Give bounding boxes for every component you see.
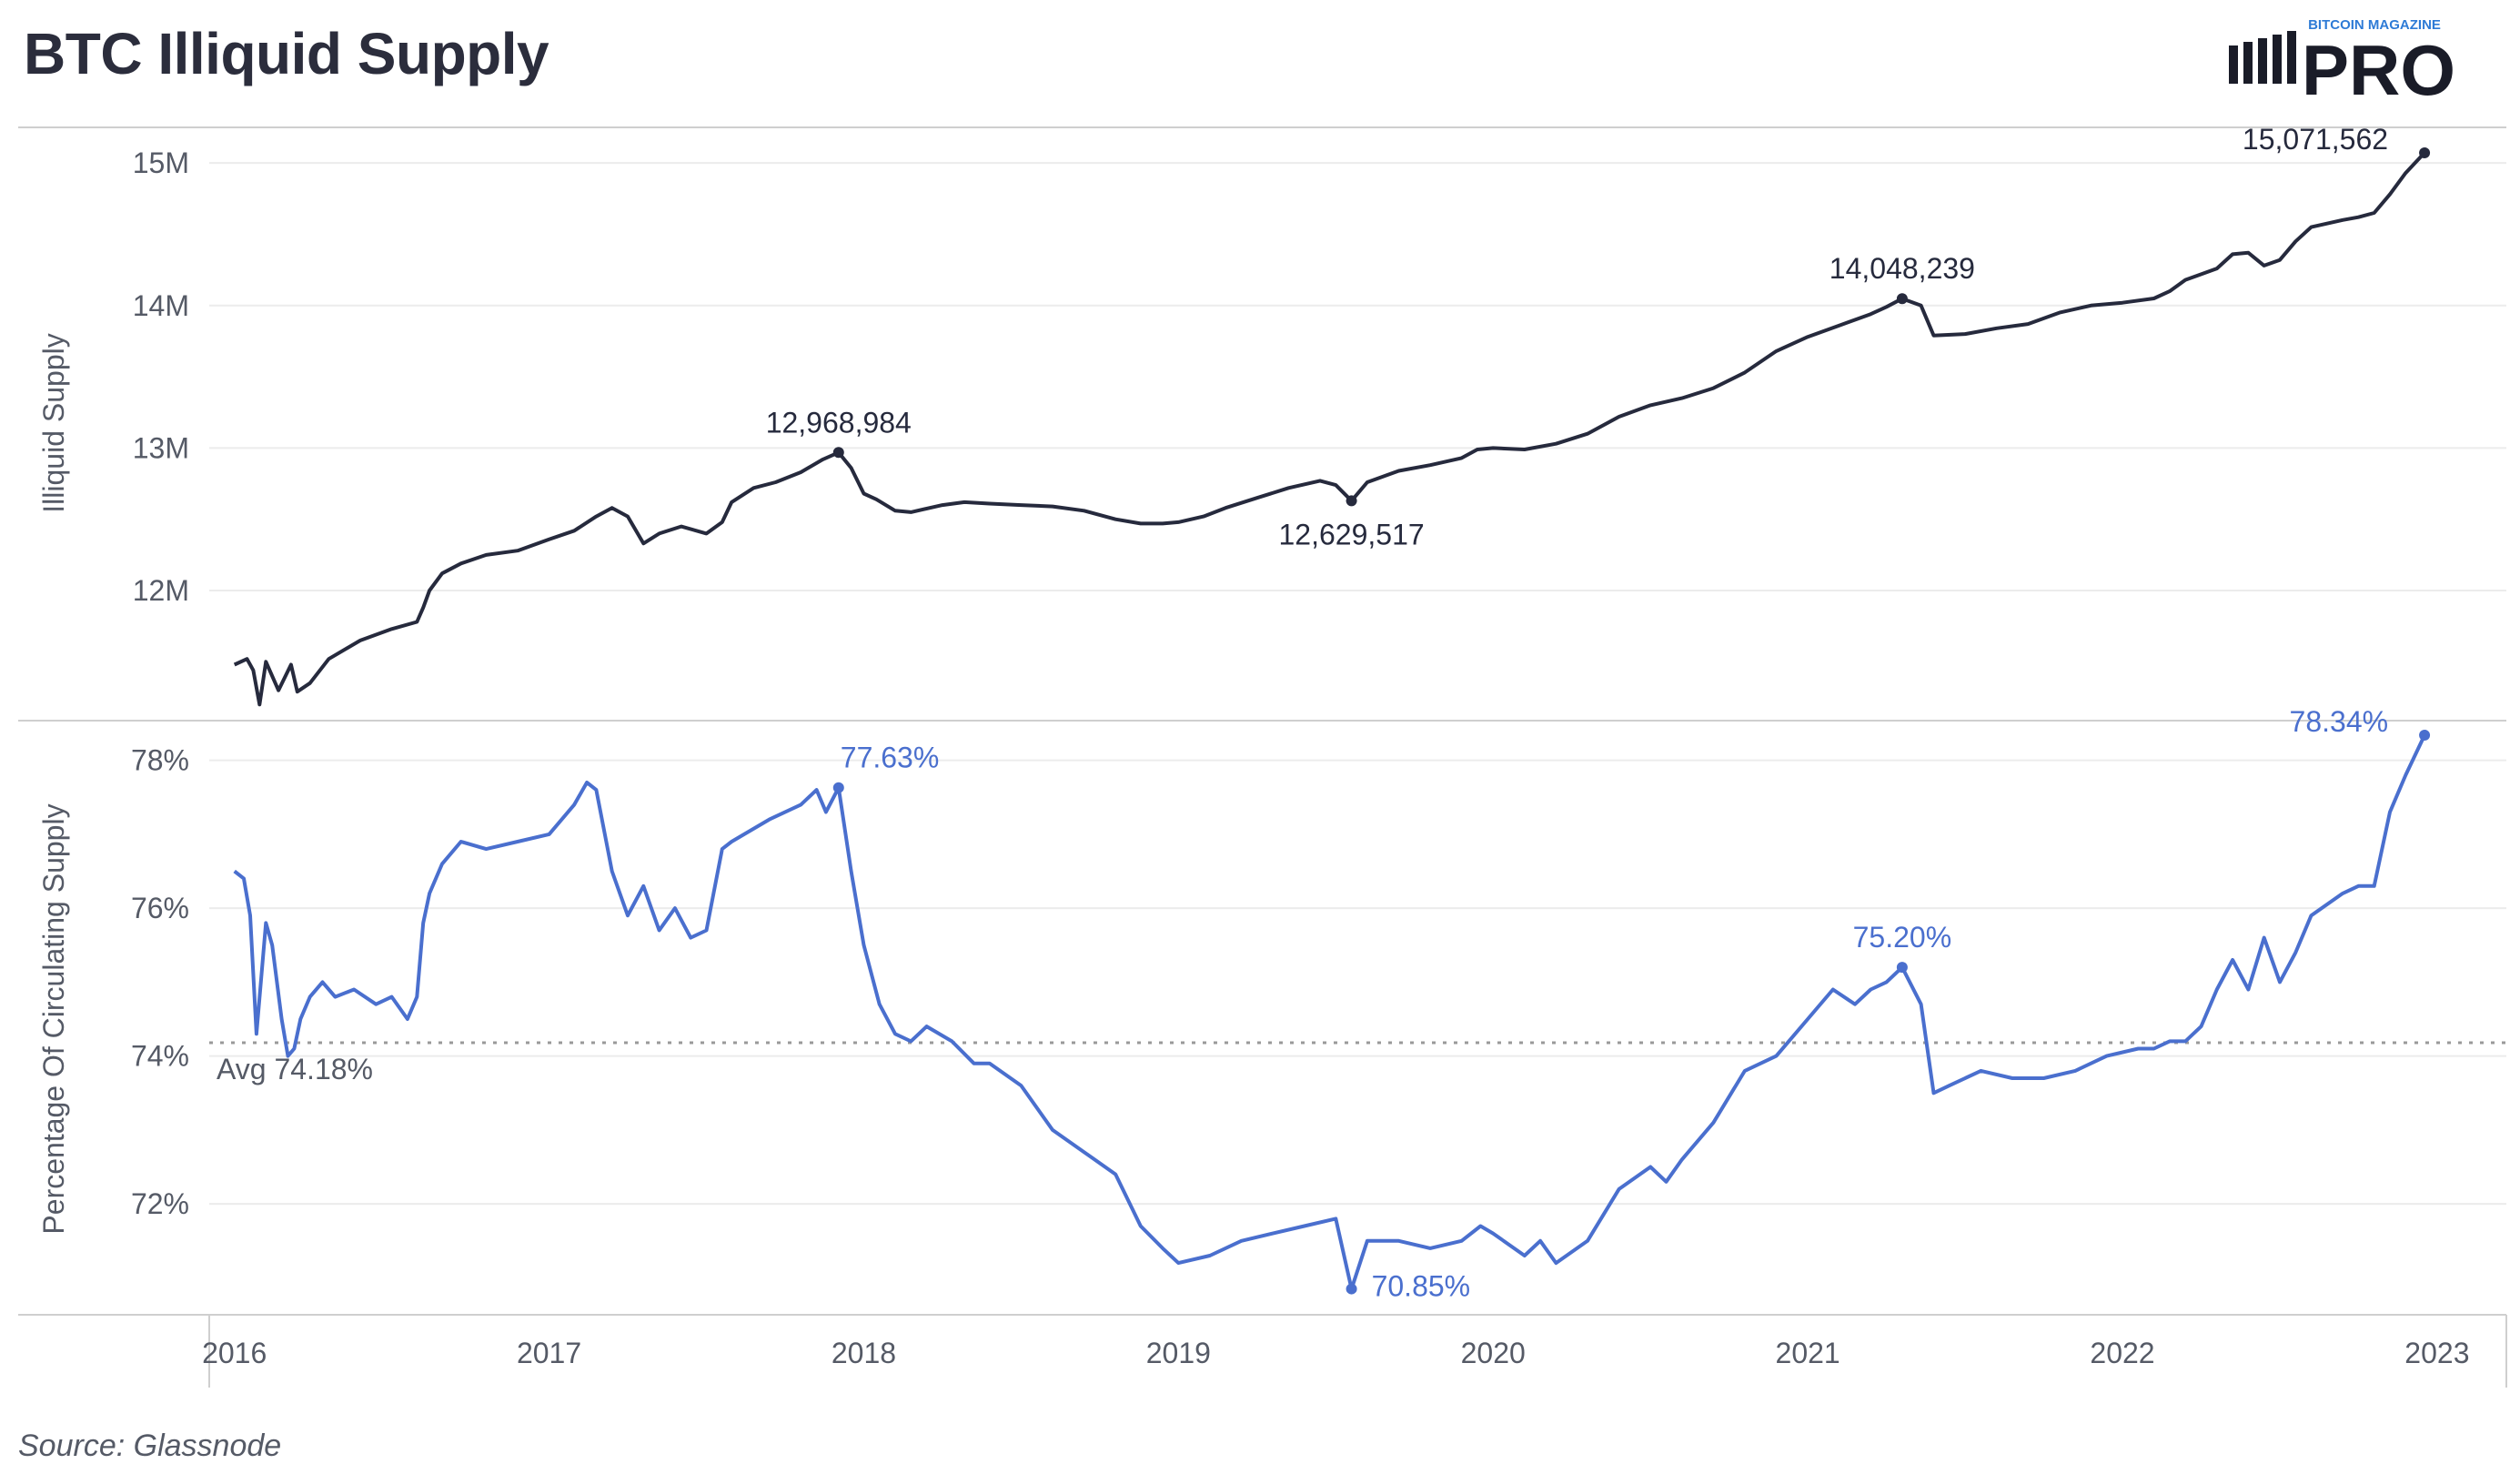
- y-tick-label: 72%: [131, 1187, 189, 1220]
- annotation-dot: [1346, 1283, 1357, 1295]
- pct-circulating-line: [233, 734, 2426, 1291]
- annotation-label: 14,048,239: [1830, 252, 1975, 285]
- annotation-label: 12,968,984: [766, 406, 912, 439]
- y-tick-label: 13M: [133, 431, 189, 464]
- y-axis-label: Illiquid Supply: [37, 333, 70, 512]
- y-tick-label: 74%: [131, 1040, 189, 1073]
- svg-text:PRO: PRO: [2302, 30, 2455, 106]
- annotation-label: 12,629,517: [1279, 518, 1425, 550]
- illiquid-supply-line: [233, 151, 2426, 707]
- x-tick-label: 2020: [1461, 1337, 1526, 1369]
- source-note: Source: Glassnode: [18, 1429, 282, 1463]
- average-label: Avg 74.18%: [217, 1053, 373, 1085]
- y-tick-label: 78%: [131, 744, 189, 777]
- annotation-label: 70.85%: [1372, 1270, 1471, 1303]
- annotation-dot: [832, 447, 844, 459]
- annotation-label: 15,071,562: [2243, 123, 2388, 156]
- y-tick-label: 14M: [133, 289, 189, 322]
- annotation-dot: [2419, 146, 2431, 158]
- x-tick-label: 2019: [1146, 1337, 1211, 1369]
- annotation-label: 78.34%: [2290, 705, 2389, 738]
- y-axis-label: Percentage Of Circulating Supply: [37, 803, 70, 1234]
- annotation-dot: [1346, 495, 1357, 507]
- x-tick-label: 2016: [202, 1337, 267, 1369]
- x-tick-label: 2023: [2404, 1337, 2469, 1369]
- y-tick-label: 12M: [133, 574, 189, 607]
- y-tick-label: 76%: [131, 892, 189, 924]
- annotation-dot: [1896, 293, 1908, 305]
- annotation-dot: [2419, 730, 2431, 741]
- annotation-dot: [832, 782, 844, 793]
- svg-text:BITCOIN MAGAZINE: BITCOIN MAGAZINE: [2308, 17, 2441, 33]
- annotation-dot: [1896, 962, 1908, 974]
- annotation-label: 75.20%: [1853, 921, 1952, 954]
- annotation-label: 77.63%: [841, 742, 940, 774]
- x-tick-label: 2017: [517, 1337, 581, 1369]
- x-tick-label: 2018: [832, 1337, 896, 1369]
- bitcoin-magazine-pro-logo: BITCOIN MAGAZINE PRO: [2229, 17, 2455, 106]
- x-tick-label: 2021: [1776, 1337, 1840, 1369]
- x-tick-label: 2022: [2090, 1337, 2154, 1369]
- chart-title: BTC Illiquid Supply: [24, 21, 549, 86]
- y-tick-label: 15M: [133, 146, 189, 179]
